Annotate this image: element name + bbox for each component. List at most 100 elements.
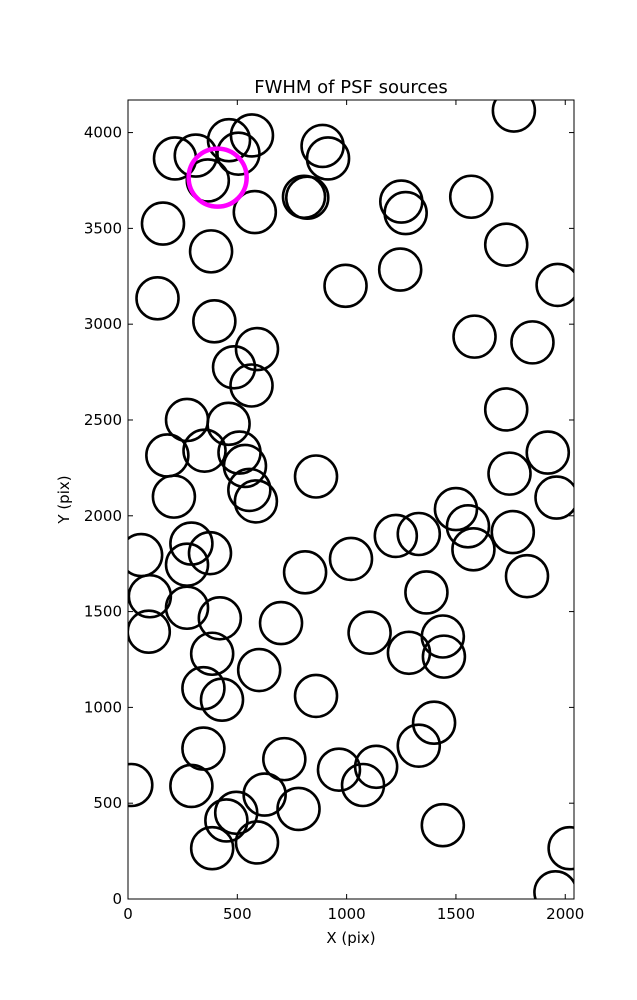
source-point xyxy=(188,229,234,274)
source-point xyxy=(328,536,374,582)
highlighted-source-point xyxy=(186,146,249,209)
highlight-marker xyxy=(186,146,249,209)
source-point xyxy=(233,479,279,524)
y-axis-ticks: 0 500 1000 1500 2000 2500 3000 3500 4000 xyxy=(84,124,574,908)
source-point xyxy=(189,825,235,871)
y-axis-label: Y (pix) xyxy=(55,475,73,524)
x-tick-label: 2000 xyxy=(546,905,584,923)
source-point xyxy=(347,610,392,655)
source-point xyxy=(187,530,233,576)
source-point xyxy=(404,570,449,615)
source-point xyxy=(491,100,537,133)
source-point xyxy=(234,820,280,865)
source-point xyxy=(169,763,214,809)
source-point xyxy=(258,600,304,646)
source-point xyxy=(242,772,287,817)
source-point xyxy=(145,433,190,478)
source-point xyxy=(232,189,278,235)
source-point xyxy=(229,363,274,408)
chart-title: FWHM of PSF sources xyxy=(254,77,448,98)
y-tick-label: 1000 xyxy=(84,698,122,716)
source-point xyxy=(510,320,555,365)
source-point xyxy=(282,550,328,595)
source-point xyxy=(535,262,574,308)
source-point xyxy=(323,263,368,309)
y-tick-label: 500 xyxy=(93,794,122,812)
source-point xyxy=(236,647,282,693)
source-point xyxy=(128,762,154,808)
source-point xyxy=(211,344,257,390)
source-point xyxy=(316,747,362,792)
source-point xyxy=(284,175,330,221)
plot-frame xyxy=(127,99,575,900)
source-point xyxy=(199,677,245,723)
source-point xyxy=(420,802,466,848)
source-point xyxy=(182,428,227,473)
y-tick-label: 3000 xyxy=(84,315,122,333)
source-point xyxy=(227,467,272,513)
source-point xyxy=(216,131,261,176)
source-point xyxy=(164,585,210,631)
source-point xyxy=(533,870,574,899)
source-point xyxy=(234,326,280,372)
y-tick-label: 1500 xyxy=(84,603,122,621)
source-point xyxy=(206,401,251,447)
x-axis-ticks: 0 500 1000 1500 2000 xyxy=(123,100,584,923)
x-tick-label: 1000 xyxy=(328,905,366,923)
source-point xyxy=(281,174,327,220)
source-point xyxy=(411,700,457,746)
source-point xyxy=(445,504,491,549)
source-point xyxy=(490,509,536,555)
source-point xyxy=(433,486,479,532)
source-point xyxy=(421,634,467,679)
source-point xyxy=(305,136,351,181)
source-point xyxy=(487,451,532,496)
source-point xyxy=(420,614,466,659)
source-point xyxy=(293,454,339,499)
source-markers xyxy=(128,100,574,899)
source-point xyxy=(451,527,496,572)
source-point xyxy=(353,744,399,790)
source-point xyxy=(547,825,574,871)
source-point xyxy=(340,762,386,808)
source-point xyxy=(452,314,497,359)
source-point xyxy=(206,117,252,163)
y-tick-label: 0 xyxy=(112,890,122,908)
y-tick-label: 4000 xyxy=(84,124,122,142)
source-point xyxy=(181,726,226,771)
source-point xyxy=(383,190,428,236)
source-point xyxy=(192,299,237,344)
source-point xyxy=(204,798,249,843)
source-point xyxy=(448,174,494,220)
source-point xyxy=(483,222,529,267)
source-point xyxy=(229,113,275,158)
source-point xyxy=(140,201,186,246)
source-point xyxy=(276,786,321,832)
source-point xyxy=(128,532,164,578)
source-point xyxy=(483,387,529,432)
source-point xyxy=(396,723,442,769)
source-point xyxy=(262,736,307,782)
y-tick-label: 2500 xyxy=(84,411,122,429)
source-point xyxy=(197,595,243,641)
y-tick-label: 3500 xyxy=(84,219,122,237)
source-point xyxy=(189,631,235,677)
source-point xyxy=(293,673,339,719)
source-point xyxy=(151,474,197,519)
source-point xyxy=(377,247,423,292)
source-point xyxy=(396,511,442,557)
source-point xyxy=(373,513,419,559)
source-point xyxy=(128,609,172,655)
x-tick-label: 1500 xyxy=(437,905,475,923)
source-point xyxy=(525,430,571,475)
source-point xyxy=(534,475,574,520)
source-point xyxy=(135,276,180,321)
source-point xyxy=(213,790,259,836)
x-tick-label: 0 xyxy=(123,905,133,923)
source-point xyxy=(222,443,268,489)
x-tick-label: 500 xyxy=(223,905,252,923)
x-axis-label: X (pix) xyxy=(326,929,375,947)
source-point xyxy=(504,553,550,599)
y-tick-label: 2000 xyxy=(84,507,122,525)
